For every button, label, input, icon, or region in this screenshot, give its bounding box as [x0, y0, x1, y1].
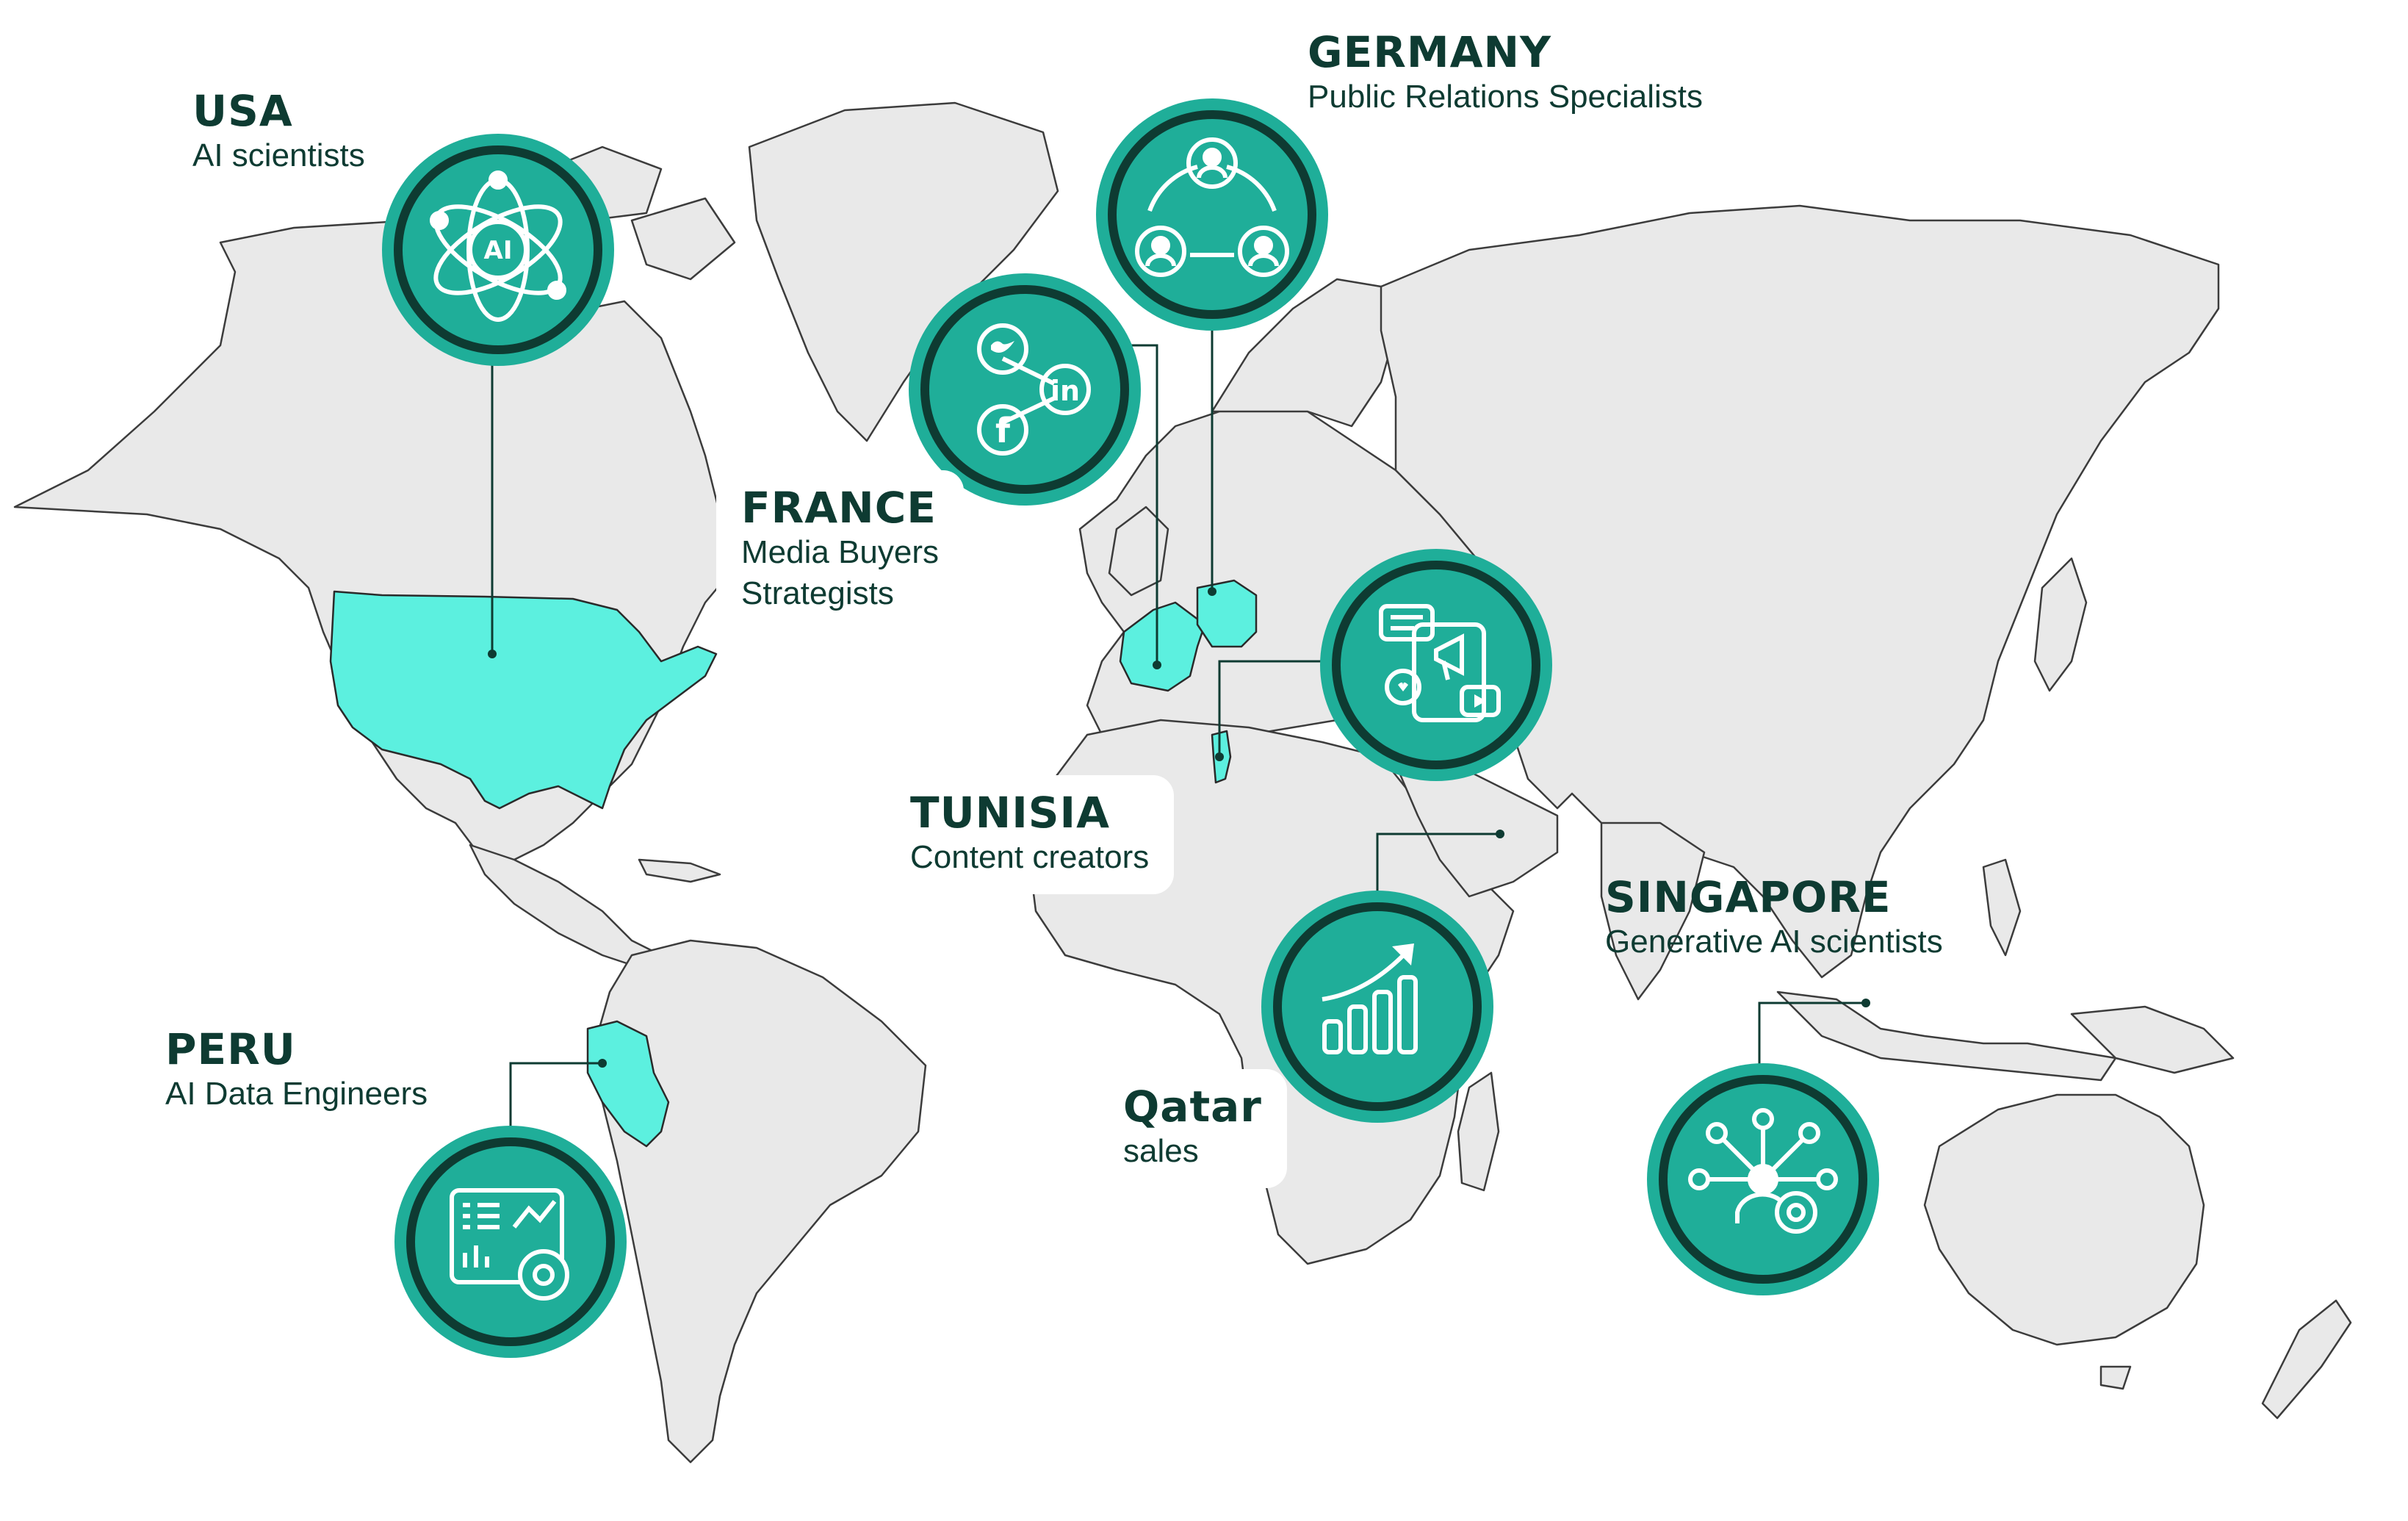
france-highlight	[1119, 601, 1206, 692]
uk	[1108, 506, 1169, 597]
country-name: FRANCE	[741, 483, 937, 533]
role-text: Content creators	[910, 839, 1150, 875]
connector-dots	[488, 587, 1870, 1068]
social-media-icon: f in	[977, 323, 1091, 456]
label-qatar: Qatar sales	[1098, 1069, 1287, 1188]
data-dashboard-icon	[450, 1188, 569, 1301]
badge-usa: AI	[382, 134, 614, 366]
highlighted-countries	[329, 579, 1258, 1148]
badge-tunisia	[1320, 549, 1552, 781]
country-name: SINGAPORE	[1605, 872, 1892, 922]
madagascar	[1457, 1071, 1500, 1192]
label-tunisia: TUNISIA Content creators	[885, 775, 1175, 894]
svg-text:f: f	[995, 411, 1011, 450]
country-name: Qatar	[1123, 1082, 1262, 1132]
badge-france: f in	[909, 273, 1141, 506]
germany-highlight	[1196, 579, 1258, 648]
north-america	[13, 219, 743, 861]
role-text: AI Data Engineers	[165, 1076, 428, 1112]
new-guinea	[2070, 1005, 2235, 1074]
peru-highlight	[586, 1020, 670, 1148]
people-network-icon	[1135, 137, 1289, 277]
tasmania	[2099, 1365, 2132, 1390]
arabia	[1394, 763, 1559, 898]
label-usa: USA AI scientists	[192, 87, 365, 176]
india	[1600, 821, 1706, 1001]
arctic-islands-2	[630, 197, 736, 281]
badge-singapore	[1647, 1063, 1879, 1295]
role-text: Strategists	[741, 575, 894, 611]
country-name: GERMANY	[1308, 27, 1552, 77]
label-singapore: SINGAPORE Generative AI scientists	[1605, 873, 1943, 963]
indonesia	[1776, 990, 2117, 1082]
ai-atom-icon: AI	[430, 170, 566, 322]
growth-chart-icon	[1322, 943, 1418, 1054]
caribbean	[638, 858, 721, 883]
label-peru: PERU AI Data Engineers	[165, 1025, 428, 1115]
content-marketing-icon	[1379, 604, 1501, 722]
svg-text:in: in	[1050, 375, 1080, 407]
country-name: USA	[192, 86, 293, 136]
role-text: sales	[1123, 1133, 1199, 1169]
usa-highlight	[329, 590, 718, 810]
country-name: TUNISIA	[910, 788, 1111, 838]
country-name: PERU	[165, 1024, 296, 1074]
central-america	[469, 844, 663, 971]
ai-user-gear-icon	[1688, 1108, 1838, 1234]
philippines	[1982, 858, 2022, 957]
badge-germany	[1096, 98, 1328, 331]
japan	[2033, 557, 2088, 692]
south-america	[594, 939, 927, 1464]
badge-peru	[394, 1126, 627, 1358]
badge-qatar	[1261, 891, 1493, 1123]
role-text: Generative AI scientists	[1605, 924, 1943, 960]
new-zealand	[2261, 1299, 2352, 1420]
svg-text:AI: AI	[484, 236, 513, 265]
label-france: FRANCE Media Buyers Strategists	[716, 470, 965, 630]
label-germany: GERMANY Public Relations Specialists	[1308, 28, 1703, 118]
role-text: Media Buyers	[741, 534, 940, 570]
role-text: Public Relations Specialists	[1308, 79, 1704, 115]
australia	[1923, 1093, 2205, 1346]
role-text: AI scientists	[192, 137, 365, 173]
